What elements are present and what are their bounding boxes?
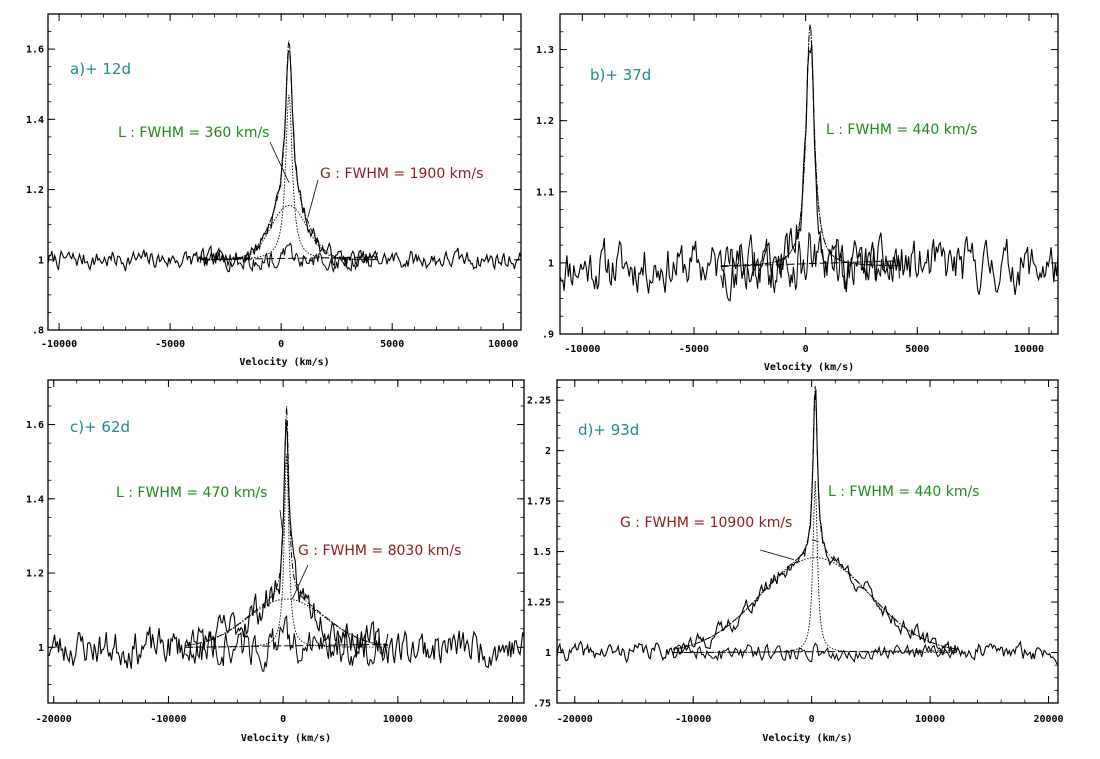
lorentz-annotation-d: L : FWHM = 440 km/s xyxy=(828,484,979,500)
plot-frame-c xyxy=(47,379,525,704)
x-tick-label: 0 xyxy=(809,714,815,725)
x-tick-label: 10000 xyxy=(383,714,413,725)
gauss-annotation-a: G : FWHM = 1900 km/s xyxy=(320,166,483,182)
annotation-leader xyxy=(811,539,819,542)
lorentzian-component xyxy=(673,480,958,653)
annotation-leader xyxy=(279,509,284,536)
residual-spectrum xyxy=(720,231,900,293)
residual-spectrum xyxy=(184,614,389,672)
y-tick-label: .8 xyxy=(32,326,44,337)
x-tick-label: -10000 xyxy=(150,714,186,725)
x-tick-label: 0 xyxy=(280,714,286,725)
x-tick-label: 20000 xyxy=(1033,714,1063,725)
y-tick-label: 1.75 xyxy=(527,497,551,508)
gaussian-component xyxy=(673,557,958,650)
y-tick-label: 1 xyxy=(38,255,44,266)
annotation-leader xyxy=(269,141,290,183)
y-tick-label: .75 xyxy=(533,699,551,710)
x-axis-title-d: Velocity (km/s) xyxy=(762,732,852,744)
x-axis-title-b: Velocity (km/s) xyxy=(764,361,854,373)
annotation-leader xyxy=(759,549,794,561)
annotation-leader xyxy=(291,564,309,600)
total-fit xyxy=(673,386,958,650)
plot-frame-b xyxy=(559,13,1059,335)
continuum-fit xyxy=(720,260,900,267)
x-tick-label: -10000 xyxy=(41,339,77,350)
total-fit xyxy=(200,40,378,260)
y-tick-label: 1.3 xyxy=(536,45,554,56)
x-tick-label: -5000 xyxy=(155,339,185,350)
y-tick-label: 2 xyxy=(545,446,551,457)
lorentz-annotation-c: L : FWHM = 470 km/s xyxy=(116,485,267,501)
panel-label-b: b)+ 37d xyxy=(590,66,651,84)
x-tick-label: -10000 xyxy=(564,344,600,355)
x-tick-label: 10000 xyxy=(1014,344,1044,355)
gauss-annotation-c: G : FWHM = 8030 km/s xyxy=(298,543,461,559)
x-tick-label: 0 xyxy=(278,339,284,350)
y-tick-label: 1.6 xyxy=(26,420,44,431)
y-tick-label: 1.25 xyxy=(527,598,551,609)
panel-b: -10000 -5000 0 5000 10000 .9 1 1.1 1.2 1.3 b)+ 37… xyxy=(536,13,1059,373)
x-tick-label: 5000 xyxy=(905,344,929,355)
y-tick-label: 1.5 xyxy=(533,547,551,558)
continuum-fit xyxy=(673,650,958,654)
y-tick-label: 1.1 xyxy=(536,187,554,198)
y-tick-label: 1.2 xyxy=(26,569,44,580)
y-tick-label: 2.25 xyxy=(527,396,551,407)
x-tick-label: 5000 xyxy=(380,339,404,350)
total-fit xyxy=(185,405,388,646)
lorentzian-component xyxy=(720,24,900,267)
observed-spectrum xyxy=(556,389,1059,666)
x-tick-label: 0 xyxy=(803,344,809,355)
y-tick-label: 1.4 xyxy=(26,115,44,126)
x-tick-label: -20000 xyxy=(557,714,593,725)
residual-spectrum xyxy=(199,242,379,273)
x-tick-label: 10000 xyxy=(915,714,945,725)
panel-c: -20000 -10000 0 10000 20000 1 1.2 1.4 1.6 c)+ 62… xyxy=(26,379,528,744)
observed-spectrum xyxy=(559,44,1059,302)
panel-label-c: c)+ 62d xyxy=(70,418,130,436)
y-tick-label: 1.2 xyxy=(536,116,554,127)
x-tick-label: -20000 xyxy=(36,714,72,725)
panel-label-a: a)+ 12d xyxy=(70,60,131,78)
y-tick-label: 1.2 xyxy=(26,185,44,196)
continuum-fit xyxy=(185,643,388,648)
y-tick-label: 1 xyxy=(545,648,551,659)
x-tick-label: -10000 xyxy=(675,714,711,725)
annotation-leader xyxy=(307,179,319,218)
gaussian-component xyxy=(200,204,378,261)
plot-frame-d xyxy=(556,379,1059,704)
lorentz-annotation-b: L : FWHM = 440 km/s xyxy=(826,122,977,138)
total-fit xyxy=(720,24,900,267)
y-tick-label: .9 xyxy=(542,330,554,341)
observed-spectrum xyxy=(47,50,522,273)
y-tick-label: 1.4 xyxy=(26,494,44,505)
panel-label-d: d)+ 93d xyxy=(578,421,639,439)
x-axis-title-a: Velocity (km/s) xyxy=(239,356,329,368)
residual-spectrum xyxy=(672,642,958,663)
x-tick-label: 10000 xyxy=(488,339,518,350)
x-tick-label: 20000 xyxy=(497,714,527,725)
y-tick-label: 1 xyxy=(38,643,44,654)
continuum-fit xyxy=(200,256,378,261)
panel-a: -10000 -5000 0 5000 10000 .8 1 1.2 1.4 1.6 a)+ 12… xyxy=(26,13,522,368)
y-tick-label: 1 xyxy=(548,258,554,269)
gauss-annotation-d: G : FWHM = 10900 km/s xyxy=(620,515,792,531)
lorentzian-component xyxy=(200,94,378,260)
x-axis-title-c: Velocity (km/s) xyxy=(241,732,331,744)
panel-d: -20000 -10000 0 10000 20000 .75 1 1.25 1.5 1.75 2 2… xyxy=(527,379,1064,744)
y-tick-label: 1.6 xyxy=(26,45,44,56)
x-tick-label: -5000 xyxy=(679,344,709,355)
lorentz-annotation-a: L : FWHM = 360 km/s xyxy=(118,125,269,141)
